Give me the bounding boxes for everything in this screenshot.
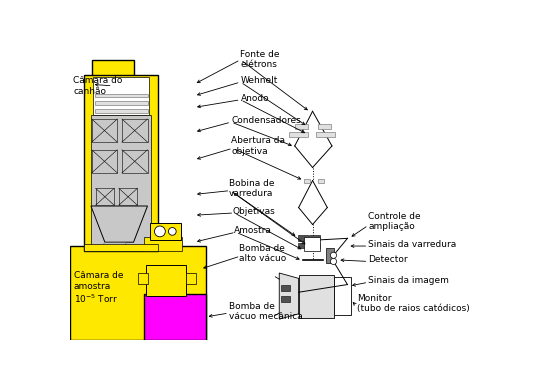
Text: Detector: Detector (368, 256, 408, 264)
Text: Câmara do
canhão: Câmara do canhão (73, 76, 123, 96)
Polygon shape (91, 206, 147, 242)
Bar (92, 60, 134, 77)
Bar (186, 273, 195, 284)
Bar (84, 244, 157, 251)
Bar (96, 188, 114, 205)
Text: Controle de
ampliação: Controle de ampliação (368, 212, 421, 231)
Bar (92, 150, 117, 173)
Bar (119, 188, 137, 205)
Bar (122, 150, 147, 173)
Bar (138, 273, 147, 284)
Bar (326, 248, 334, 263)
Bar (298, 235, 308, 241)
Bar (281, 285, 290, 291)
Circle shape (155, 226, 165, 237)
Bar (143, 294, 206, 340)
Text: Sinais da varredura: Sinais da varredura (368, 240, 456, 249)
Bar (298, 243, 308, 248)
Circle shape (169, 228, 176, 235)
Text: Sinais da imagem: Sinais da imagem (368, 276, 449, 285)
Bar (92, 119, 117, 142)
Bar (94, 77, 149, 115)
Bar (310, 243, 320, 248)
Text: Abertura da
objetiva: Abertura da objetiva (231, 136, 285, 155)
Bar (91, 115, 151, 250)
Bar (146, 265, 186, 296)
Text: Bomba de
vácuo mecânica: Bomba de vácuo mecânica (229, 302, 302, 321)
Bar (298, 275, 334, 319)
Text: Amostra: Amostra (234, 226, 272, 235)
Bar (70, 246, 206, 340)
Bar (316, 132, 335, 137)
Bar (290, 132, 308, 137)
Bar (150, 223, 181, 240)
Bar (95, 109, 147, 113)
Bar (295, 125, 308, 129)
Bar (318, 125, 331, 129)
Text: Câmara de
amostra
$10^{-5}$ Torr: Câmara de amostra $10^{-5}$ Torr (74, 272, 123, 305)
Bar (304, 237, 320, 251)
Bar (95, 101, 147, 105)
Bar (122, 119, 147, 142)
Bar (95, 94, 147, 97)
Text: Bobina de
varredura: Bobina de varredura (229, 179, 274, 198)
Text: Fonte de
elétrons: Fonte de elétrons (240, 50, 280, 70)
Text: Anodo: Anodo (240, 94, 269, 103)
Text: Monitor
(tubo de raios catódicos): Monitor (tubo de raios catódicos) (357, 294, 469, 314)
Bar (304, 179, 310, 183)
Bar (281, 296, 290, 302)
Bar (84, 75, 157, 251)
Text: Condensadores: Condensadores (231, 116, 301, 125)
Text: Objetivas: Objetivas (233, 207, 276, 216)
Bar (334, 277, 351, 315)
Circle shape (330, 252, 337, 258)
Polygon shape (102, 243, 126, 248)
Bar (143, 237, 183, 251)
Polygon shape (279, 273, 298, 319)
Bar (318, 179, 324, 183)
Circle shape (330, 258, 337, 264)
Bar (310, 235, 320, 241)
Text: Bomba de
alto vácuo: Bomba de alto vácuo (239, 244, 286, 264)
Text: Wehnelt: Wehnelt (240, 76, 278, 85)
